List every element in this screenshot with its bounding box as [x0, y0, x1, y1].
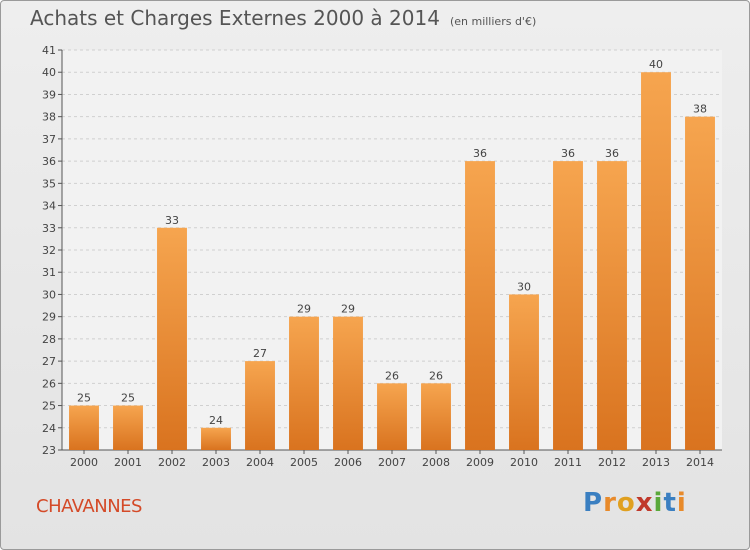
proxiti-logo[interactable]: Proxiti	[583, 488, 687, 518]
data-label: 26	[429, 369, 443, 382]
y-tick-label: 28	[42, 333, 56, 346]
x-tick-label: 2004	[246, 456, 274, 469]
chart-title: Achats et Charges Externes 2000 à 2014 (e…	[30, 6, 536, 30]
x-tick-label: 2002	[158, 456, 186, 469]
x-tick-label: 2013	[642, 456, 670, 469]
data-label: 30	[517, 280, 531, 293]
data-label: 29	[341, 303, 355, 316]
y-tick-label: 37	[42, 133, 56, 146]
data-label: 36	[473, 147, 487, 160]
y-tick-label: 31	[42, 266, 56, 279]
y-tick-label: 24	[42, 422, 56, 435]
data-label: 24	[209, 414, 223, 427]
bar	[113, 405, 143, 450]
data-label: 26	[385, 369, 399, 382]
bar	[157, 227, 187, 450]
x-tick-label: 2012	[598, 456, 626, 469]
x-tick-label: 2008	[422, 456, 450, 469]
y-tick-label: 32	[42, 244, 56, 257]
y-tick-label: 35	[42, 177, 56, 190]
y-tick-label: 29	[42, 311, 56, 324]
x-tick-label: 2010	[510, 456, 538, 469]
bar	[641, 72, 671, 450]
chart-unit: (en milliers d'€)	[449, 15, 537, 28]
data-label: 25	[121, 392, 135, 405]
data-label: 36	[605, 147, 619, 160]
y-tick-label: 26	[42, 377, 56, 390]
y-tick-label: 27	[42, 355, 56, 368]
y-tick-label: 33	[42, 222, 56, 235]
y-tick-label: 23	[42, 444, 56, 457]
bar	[553, 161, 583, 450]
x-tick-label: 2006	[334, 456, 362, 469]
bar	[685, 116, 715, 451]
data-label: 25	[77, 392, 91, 405]
x-tick-label: 2001	[114, 456, 142, 469]
y-tick-label: 34	[42, 200, 56, 213]
bar	[465, 161, 495, 450]
data-label: 27	[253, 347, 267, 360]
y-tick-label: 41	[42, 44, 56, 57]
x-tick-label: 2011	[554, 456, 582, 469]
y-tick-label: 36	[42, 155, 56, 168]
x-tick-label: 2007	[378, 456, 406, 469]
y-tick-label: 39	[42, 88, 56, 101]
y-tick-label: 30	[42, 288, 56, 301]
x-tick-label: 2003	[202, 456, 230, 469]
data-label: 33	[165, 214, 179, 227]
bar	[597, 161, 627, 450]
data-label: 36	[561, 147, 575, 160]
bar	[333, 316, 363, 450]
x-tick-label: 2005	[290, 456, 318, 469]
x-tick-label: 2014	[686, 456, 714, 469]
y-tick-label: 40	[42, 66, 56, 79]
bar	[245, 361, 275, 450]
data-label: 29	[297, 303, 311, 316]
bar	[421, 383, 451, 450]
bar	[201, 427, 231, 450]
bar	[509, 294, 539, 450]
chart-title-text: Achats et Charges Externes 2000 à 2014	[30, 6, 440, 30]
data-label: 40	[649, 58, 663, 71]
bar	[289, 316, 319, 450]
bar	[377, 383, 407, 450]
x-tick-label: 2009	[466, 456, 494, 469]
x-tick-label: 2000	[70, 456, 98, 469]
y-tick-label: 25	[42, 400, 56, 413]
commune-name: CHAVANNES	[36, 496, 142, 517]
data-label: 38	[693, 103, 707, 116]
bar	[69, 405, 99, 450]
y-tick-label: 38	[42, 111, 56, 124]
